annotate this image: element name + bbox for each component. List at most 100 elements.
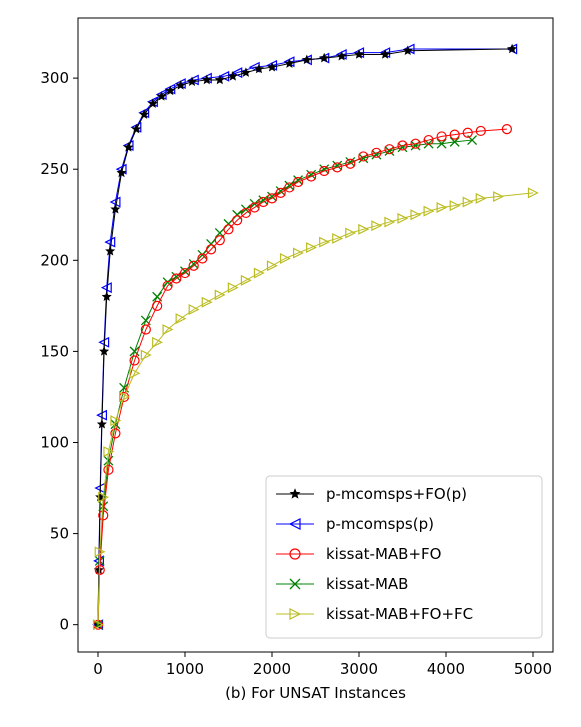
series-marker	[266, 193, 278, 204]
series-marker	[94, 546, 106, 558]
series-marker	[462, 196, 474, 208]
series-marker	[214, 289, 226, 301]
series-marker	[175, 80, 186, 90]
x-tick-label: 5000	[514, 660, 552, 678]
series-marker	[384, 216, 396, 228]
series-marker	[147, 98, 158, 108]
legend-label: kissat-MAB	[326, 575, 408, 593]
series-marker	[188, 304, 200, 315]
series-marker	[103, 455, 114, 466]
series-marker	[162, 280, 173, 291]
series-marker	[380, 49, 391, 59]
series-marker	[371, 220, 383, 232]
series-marker	[410, 209, 422, 221]
series-marker	[186, 76, 197, 87]
legend-box	[265, 475, 543, 639]
series-marker	[353, 49, 365, 59]
legend-item: kissat-MAB	[276, 575, 408, 593]
series-marker	[332, 232, 344, 244]
y-axis: 0 50 100 150 200 250 300	[40, 69, 78, 634]
series-marker	[266, 260, 278, 272]
y-tick-label: 100	[40, 433, 69, 451]
series-marker	[345, 158, 356, 169]
series-marker	[293, 176, 304, 188]
series-marker	[162, 277, 173, 288]
series-marker	[436, 202, 448, 213]
series-marker	[223, 224, 234, 235]
series-marker	[103, 446, 115, 458]
series-marker	[152, 300, 163, 311]
series-marker	[475, 192, 487, 204]
series-marker	[449, 136, 460, 147]
series-marker	[139, 109, 150, 119]
series-marker	[507, 43, 518, 54]
x-tick-label: 0	[93, 660, 103, 678]
series-marker	[129, 355, 140, 366]
series-marker	[98, 501, 109, 512]
series-marker	[175, 313, 187, 325]
legend-item: kissat-MAB+FO+FC	[276, 605, 473, 623]
series-marker	[165, 85, 176, 96]
x-tick-label: 2000	[253, 660, 291, 678]
series-marker	[179, 267, 191, 279]
x-tick-label: 4000	[427, 660, 465, 678]
series-marker	[180, 266, 190, 277]
y-tick-label: 300	[40, 69, 69, 87]
series-marker	[449, 200, 461, 212]
series-marker	[100, 282, 112, 294]
series-marker	[289, 578, 301, 590]
series-marker	[171, 271, 182, 282]
series-marker	[493, 191, 505, 203]
series-marker	[436, 138, 447, 149]
y-tick-label: 200	[40, 251, 69, 269]
series-marker	[306, 171, 317, 182]
y-tick-label: 250	[40, 160, 69, 178]
series-marker	[249, 198, 260, 209]
series-marker	[345, 227, 357, 239]
series-marker	[266, 61, 278, 72]
series-marker	[284, 58, 295, 68]
series-marker	[197, 249, 208, 260]
series-marker	[275, 186, 286, 197]
series-marker	[99, 346, 110, 356]
plot-area	[92, 43, 539, 631]
series-kissat-mab-fo	[92, 124, 512, 630]
y-tick-label: 0	[59, 616, 69, 634]
series-marker	[501, 124, 512, 135]
series-marker	[140, 324, 151, 335]
series-marker	[384, 144, 395, 155]
series-marker	[284, 180, 295, 191]
series-marker	[197, 253, 208, 264]
x-tick-label: 3000	[340, 660, 378, 678]
series-marker	[475, 125, 486, 137]
series-marker	[275, 187, 286, 198]
series-marker	[140, 349, 152, 361]
series-marker	[214, 235, 225, 246]
series-marker	[462, 127, 473, 138]
x-axis: 0 1000 2000 3000 4000 5000	[93, 652, 552, 678]
series-marker	[162, 324, 174, 336]
series-marker	[201, 74, 212, 85]
series-marker	[319, 165, 330, 177]
series-line	[97, 128, 507, 625]
series-kissat-mab-fo-fc	[92, 187, 539, 631]
series-p-mcomsps-fo-p-	[92, 43, 518, 629]
series-marker	[358, 151, 369, 162]
series-marker	[98, 510, 109, 521]
x-tick-label: 1000	[166, 660, 204, 678]
series-marker	[129, 367, 141, 379]
series-marker	[332, 162, 343, 173]
series-marker	[402, 45, 413, 56]
series-marker	[240, 67, 251, 77]
series-marker	[110, 204, 121, 214]
series-marker	[206, 244, 217, 255]
series-marker	[227, 282, 239, 294]
legend-item: kissat-MAB+FO	[276, 545, 441, 563]
series-marker	[289, 548, 301, 560]
series-marker	[232, 215, 243, 226]
series-marker	[98, 491, 110, 503]
series-marker	[156, 91, 167, 101]
legend: p-mcomsps+FO(p) p-mcomsps(p) kissat-MAB+FO…	[265, 475, 543, 639]
legend-label: kissat-MAB+FO+FC	[326, 605, 473, 623]
series-marker	[129, 346, 140, 357]
